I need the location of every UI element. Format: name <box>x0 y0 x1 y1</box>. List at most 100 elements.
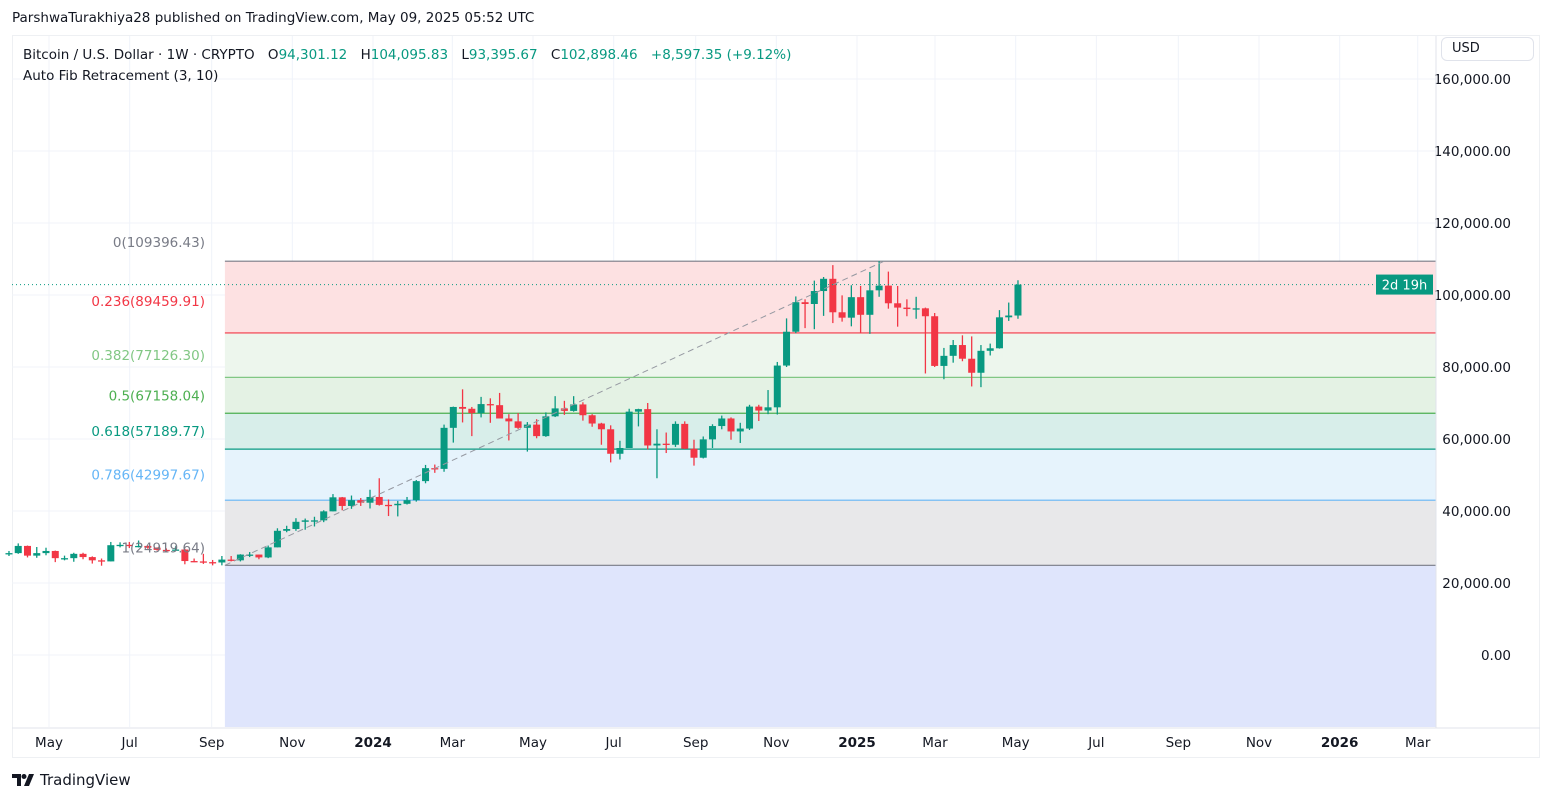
candle <box>560 400 568 415</box>
x-tick-label: 2026 <box>1321 735 1359 751</box>
candle <box>14 543 22 554</box>
candle-body <box>338 497 346 506</box>
footer-brand-text: TradingView <box>40 771 131 789</box>
candle <box>42 547 50 556</box>
x-tick-label: Jul <box>605 735 622 751</box>
candle <box>736 422 744 443</box>
candle-body <box>727 418 735 432</box>
currency-button[interactable]: USD <box>1441 37 1534 61</box>
candle-body <box>477 404 485 414</box>
candle <box>986 343 994 356</box>
candle-body <box>116 544 124 547</box>
candle-body <box>995 317 1003 349</box>
candle-body <box>227 559 235 561</box>
candle <box>625 408 633 448</box>
candle-body <box>681 423 689 449</box>
candle <box>246 552 254 558</box>
candle-body <box>347 500 355 506</box>
candle <box>449 406 457 443</box>
candle-body <box>301 520 309 522</box>
candle <box>264 545 272 559</box>
candle <box>33 547 41 558</box>
candle-body <box>560 408 568 411</box>
candle-body <box>551 408 559 417</box>
candle-body <box>153 547 161 550</box>
candle <box>199 553 207 564</box>
x-tick-label: 2025 <box>838 735 876 751</box>
candle <box>588 414 596 427</box>
open-value: 94,301.12 <box>278 47 348 63</box>
candle <box>375 478 383 506</box>
candle <box>709 424 717 448</box>
fib-level-label-0.236: 0.236(89459.91) <box>91 294 205 310</box>
fib-level-label-1: 1(24919.64) <box>121 540 205 556</box>
candle-body <box>505 418 513 422</box>
candle-body <box>70 553 78 559</box>
indicator-title[interactable]: Auto Fib Retracement (3, 10) <box>23 68 219 84</box>
candle <box>23 545 31 558</box>
candle-body <box>792 302 800 332</box>
candle <box>209 559 217 566</box>
candle-body <box>375 496 383 505</box>
candle <box>125 541 133 549</box>
candle <box>329 494 337 512</box>
x-tick-label: Sep <box>1166 735 1191 751</box>
candle-body <box>144 545 152 548</box>
fib-level-label-0.5: 0.5(67158.04) <box>109 388 205 404</box>
candle-body <box>79 553 87 558</box>
candle-body <box>931 316 939 366</box>
candle-body <box>634 409 642 412</box>
candle <box>921 307 929 374</box>
candle <box>912 296 920 319</box>
candle-body <box>949 345 957 356</box>
candle <box>931 313 939 367</box>
candle <box>662 432 670 454</box>
candle <box>486 398 494 423</box>
candle <box>690 439 698 466</box>
candle-body <box>709 426 717 440</box>
candle <box>116 542 124 548</box>
x-tick-label: Nov <box>1246 735 1272 751</box>
candle <box>542 412 550 437</box>
candle <box>903 299 911 317</box>
candle <box>70 552 78 562</box>
candle-body <box>699 439 707 458</box>
candle <box>301 518 309 530</box>
x-tick-label: Sep <box>683 735 708 751</box>
x-tick-label: Mar <box>440 735 466 751</box>
candle-body <box>33 553 41 556</box>
candle-body <box>366 496 374 503</box>
fib-zone-0.382 <box>224 377 1436 414</box>
close-label: C <box>550 47 561 63</box>
candle-body <box>51 550 59 559</box>
candle-body <box>1005 315 1013 318</box>
candle-body <box>5 553 13 555</box>
candle <box>995 310 1003 349</box>
footer-brand[interactable]: TradingView <box>12 771 131 789</box>
candle-body <box>801 302 809 304</box>
chart-frame <box>12 35 1540 758</box>
candle-body <box>218 559 226 563</box>
candle-body <box>264 547 272 558</box>
candle-body <box>662 443 670 445</box>
candle <box>894 286 902 327</box>
candle <box>181 548 189 565</box>
fib-level-label-0: 0(109396.43) <box>113 235 205 251</box>
candle-body <box>283 529 291 531</box>
candle <box>162 548 170 553</box>
low-label: L <box>461 47 469 63</box>
candle-body <box>199 561 207 563</box>
candle <box>477 396 485 418</box>
x-tick-label: Nov <box>763 735 789 751</box>
candle <box>783 318 791 367</box>
x-tick-label: 2024 <box>354 735 392 751</box>
candle-body <box>764 407 772 411</box>
candle <box>727 417 735 440</box>
high-value: 104,095.83 <box>370 47 449 63</box>
symbol-title[interactable]: Bitcoin / U.S. Dollar · 1W · CRYPTO <box>23 47 255 63</box>
fib-zone-0.618 <box>224 449 1436 501</box>
candle <box>810 280 818 330</box>
candle-body <box>903 307 911 310</box>
candle-body <box>385 504 393 507</box>
